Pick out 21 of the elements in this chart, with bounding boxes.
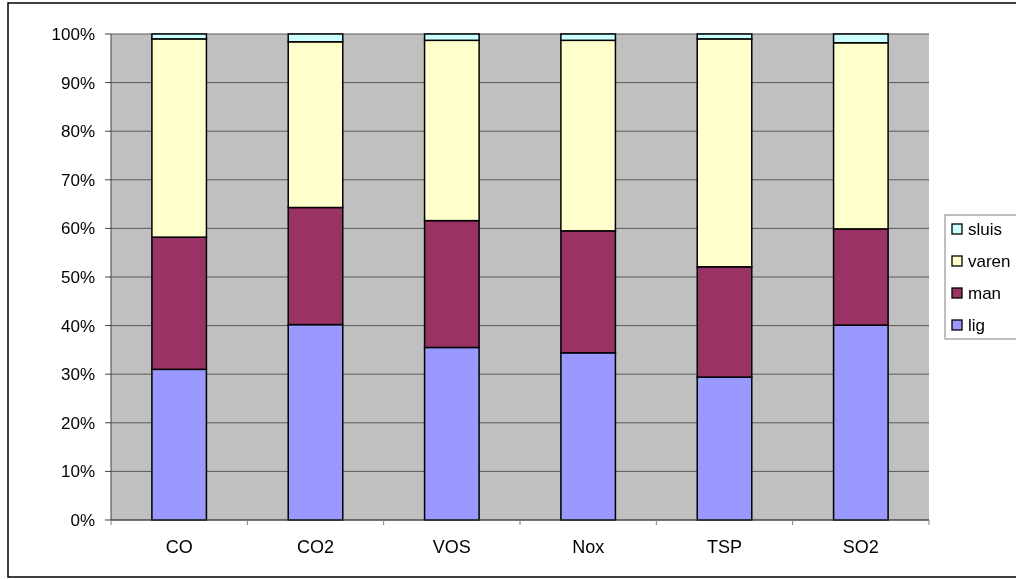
y-tick-label: 10% <box>60 462 95 482</box>
y-tick-label: 20% <box>60 413 95 433</box>
y-tick-label: 40% <box>60 316 95 336</box>
y-tick-label: 50% <box>60 267 95 287</box>
legend-label: lig <box>968 315 986 335</box>
y-tick-label: 80% <box>60 122 95 142</box>
y-tick-label: 100% <box>51 24 95 44</box>
legend-label: varen <box>968 251 1011 271</box>
y-tick-label: 0% <box>70 510 95 530</box>
y-tick-label: 70% <box>60 170 95 190</box>
x-tick-label: CO <box>165 537 193 558</box>
x-tick-label: CO2 <box>296 537 335 558</box>
legend-label: man <box>968 283 1002 303</box>
x-tick-label: TSP <box>706 537 743 558</box>
legend-label: sluis <box>968 219 1003 239</box>
x-tick-label: Nox <box>572 537 605 558</box>
x-tick-label: SO2 <box>842 537 879 558</box>
y-tick-label: 90% <box>60 73 95 93</box>
y-tick-label: 30% <box>60 365 95 385</box>
y-tick-label: 60% <box>60 219 95 239</box>
x-tick-label: VOS <box>432 537 471 558</box>
